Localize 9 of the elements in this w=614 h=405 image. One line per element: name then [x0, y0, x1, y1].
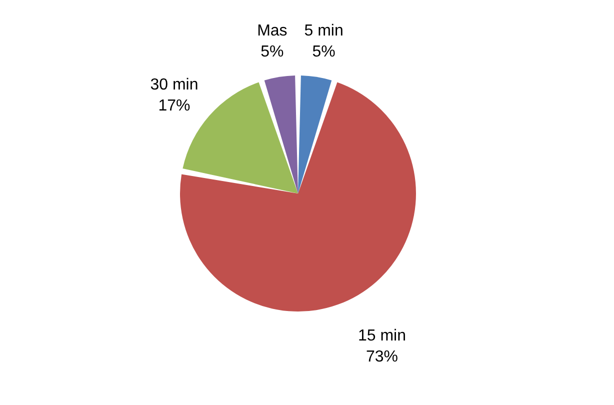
- slice-label: Mas: [257, 22, 288, 40]
- data-label: 73%: [366, 348, 398, 366]
- data-label: 5%: [260, 44, 284, 61]
- slice-label: 15 min: [358, 328, 406, 345]
- data-label: 5%: [312, 44, 336, 61]
- slice-label: 5 min: [304, 22, 344, 40]
- slice-label: 30 min: [150, 76, 198, 94]
- pie-slice: [264, 76, 298, 194]
- data-label: 17%: [158, 97, 190, 114]
